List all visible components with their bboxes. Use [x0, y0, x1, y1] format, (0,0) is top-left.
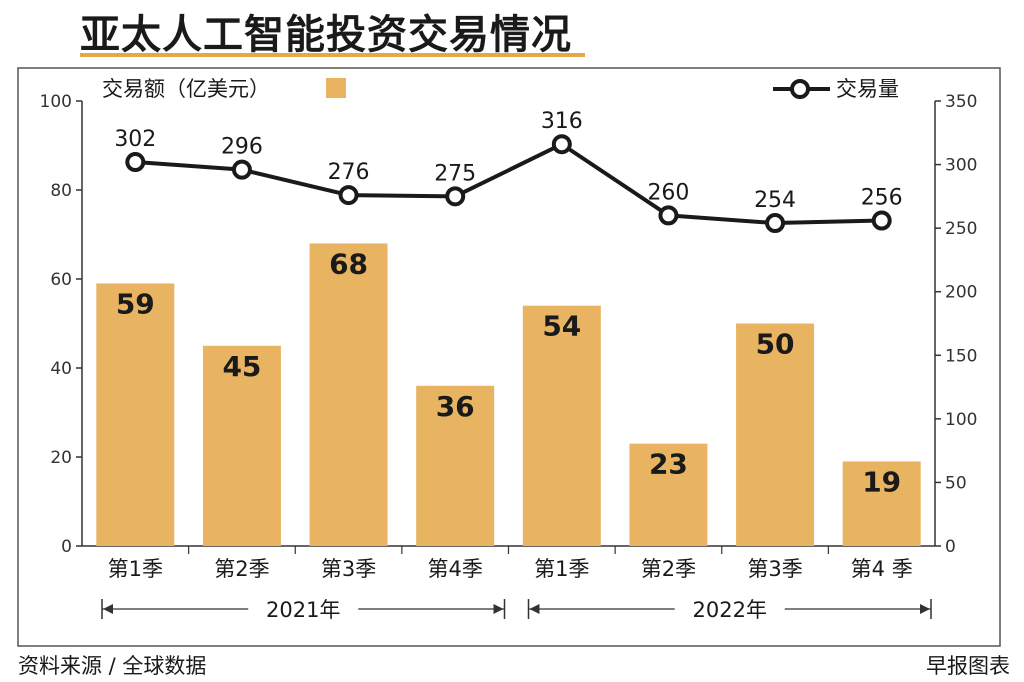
chart-title: 亚太人工智能投资交易情况: [80, 12, 572, 58]
year-label: 2022年: [693, 598, 767, 622]
y-tick-label-right: 150: [945, 346, 977, 366]
legend-line: 交易量: [773, 77, 899, 101]
bar: [736, 323, 815, 546]
line-point: [658, 205, 679, 226]
volume-line: 302 296 276 275 316 260 254 256: [114, 109, 903, 234]
y-tick-label-left: 0: [61, 537, 72, 557]
bracket-arrow: [920, 604, 930, 614]
line-point: [445, 186, 466, 207]
source-note: 资料来源 / 全球数据: [18, 654, 207, 678]
bar-value-label: 59: [116, 287, 155, 320]
legend-bar: 交易额（亿美元）: [102, 77, 346, 101]
bar-value-label: 23: [649, 448, 688, 481]
bar: [522, 305, 601, 546]
line-value-label: 275: [434, 161, 476, 186]
bars: 59 45 68 36 54 23 50 19: [96, 243, 921, 546]
category-label: 第2季: [214, 557, 269, 581]
y-tick-label-right: 350: [945, 92, 977, 112]
bar-value-label: 36: [436, 390, 475, 423]
bracket-arrow: [529, 604, 540, 614]
title-underline: [80, 53, 585, 57]
legend-bar-label: 交易额（亿美元）: [102, 77, 270, 101]
line-value-label: 260: [647, 180, 689, 205]
bar: [842, 461, 921, 546]
line-value-label: 316: [541, 109, 583, 134]
volume-line-path: [135, 142, 882, 226]
line-point: [551, 134, 572, 155]
category-label: 第1季: [534, 557, 589, 581]
bar: [416, 385, 495, 546]
line-value-label: 302: [114, 127, 156, 152]
year-brackets: 2021年 2022年: [101, 598, 932, 622]
category-label: 第3季: [747, 557, 802, 581]
line-point: [231, 159, 252, 180]
bar-value-label: 68: [329, 247, 368, 280]
line-point: [338, 185, 359, 206]
bar: [202, 345, 281, 546]
line-point: [871, 210, 892, 231]
line-value-label: 276: [328, 160, 370, 185]
y-tick-label-left: 60: [50, 270, 72, 290]
category-label: 第3季: [321, 557, 376, 581]
line-point: [125, 152, 146, 173]
line-value-label: 296: [221, 135, 263, 160]
y-tick-label-right: 250: [945, 219, 977, 239]
bracket-arrow: [493, 604, 504, 614]
plot-frame: [17, 67, 1001, 647]
y-tick-label-left: 40: [50, 359, 72, 379]
bar-value-label: 50: [756, 328, 795, 361]
year-label: 2021年: [266, 598, 340, 622]
legend-bar-swatch: [326, 78, 346, 98]
category-label: 第4 季: [851, 557, 913, 581]
y-tick-label-right: 200: [945, 283, 977, 303]
category-label: 第2季: [641, 557, 696, 581]
category-labels: 第1季 第2季 第3季 第4季 第1季 第2季 第3季 第4 季: [108, 557, 913, 581]
legend-line-label: 交易量: [836, 77, 899, 101]
bar-value-label: 54: [542, 310, 581, 343]
y-tick-label-right: 0: [945, 537, 956, 557]
line-value-label: 256: [861, 186, 903, 211]
bar: [629, 443, 708, 546]
bracket-arrow: [103, 604, 113, 614]
category-label: 第4季: [428, 557, 483, 581]
y-tick-label-left: 100: [40, 92, 72, 112]
bar: [96, 283, 175, 546]
axes: 0 20 40 60 80 100 0 50 100 150 200 250 300 350: [40, 92, 978, 557]
y-tick-label-left: 20: [50, 448, 72, 468]
y-tick-label-right: 50: [945, 473, 967, 493]
chart-credit: 早报图表: [926, 654, 1010, 678]
y-tick-label-left: 80: [50, 181, 72, 201]
line-value-label: 254: [754, 188, 796, 213]
category-label: 第1季: [108, 557, 163, 581]
bar: [309, 243, 388, 546]
line-point: [765, 213, 786, 234]
bar-value-label: 45: [222, 350, 261, 383]
y-tick-label-right: 100: [945, 410, 977, 430]
legend-line-marker: [790, 79, 810, 99]
bar-value-label: 19: [862, 465, 901, 498]
y-tick-label-right: 300: [945, 156, 977, 176]
